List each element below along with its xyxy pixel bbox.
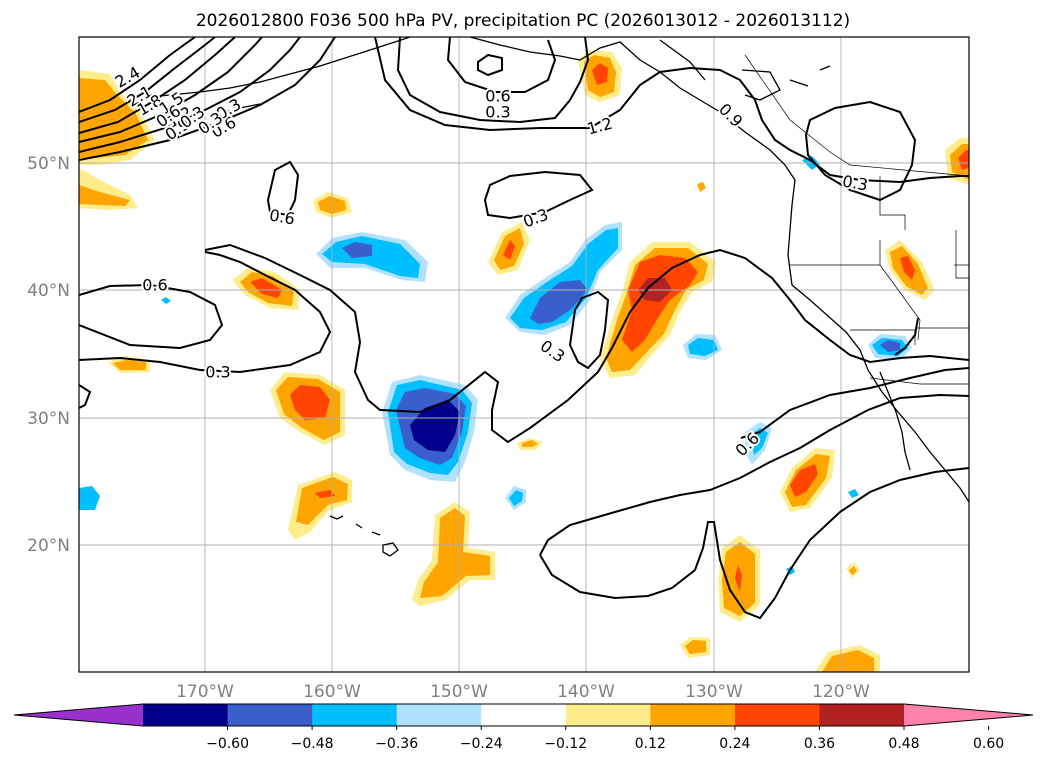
lon-label-160w: 160°W	[303, 682, 361, 702]
colorbar-segment	[143, 704, 229, 726]
precip-anomaly-153w-29n	[382, 375, 478, 482]
gridlines	[79, 37, 969, 672]
contour-label: 0.3	[485, 103, 510, 122]
pv-contours	[79, 37, 969, 620]
colorbar-tick-label: 0.24	[719, 736, 750, 752]
colorbar-segment	[481, 704, 567, 726]
colorbar-segment	[565, 704, 651, 726]
precip-anomaly-140w-north	[578, 50, 622, 102]
colorbar-tick-label: −0.12	[544, 736, 587, 752]
map-panel	[78, 36, 970, 673]
precip-anomaly-145w-28n	[517, 438, 542, 450]
precip-anomaly-134w-38n	[600, 242, 716, 378]
precip-anomaly-122w-10n	[815, 645, 880, 672]
lon-label-130w: 130°W	[685, 682, 743, 702]
precip-anomaly-116w-41n	[885, 240, 935, 300]
precip-anomaly-162w-23n	[288, 472, 352, 540]
colorbar: −0.60 −0.48 −0.36 −0.24 −0.12 0.12 0.24 0.36 0.4…	[13, 703, 1034, 752]
colorbar-tick-label: −0.48	[291, 736, 334, 752]
precip-anomaly-132w-35n	[683, 334, 722, 360]
lon-label-150w: 150°W	[430, 682, 488, 702]
colorbar-extend-low	[14, 704, 143, 726]
lat-label-30n: 30°N	[27, 409, 70, 429]
contour-label: 0.6	[485, 87, 510, 106]
precip-anomaly-128w-17n	[718, 535, 760, 622]
lat-label-20n: 20°N	[27, 536, 70, 556]
colorbar-tick-label: −0.36	[375, 736, 418, 752]
map-frame	[78, 36, 970, 673]
colorbar-tick-label: 0.60	[973, 736, 1004, 752]
contour-label: 0.3	[205, 363, 230, 382]
longitude-labels: 170°W 160°W 150°W 140°W 130°W 120°W	[176, 682, 870, 702]
precip-anomaly-150w-18n	[412, 502, 495, 606]
precip-anomaly-163w-32n	[270, 372, 345, 445]
colorbar-outline	[13, 703, 1034, 727]
precip-anomaly-123w-25n	[780, 448, 835, 512]
precip-anomaly-east-50n	[945, 138, 969, 185]
colorbar-tick-label: −0.24	[460, 736, 503, 752]
lon-label-120w: 120°W	[812, 682, 870, 702]
colorbar-extend-high	[904, 704, 1033, 726]
lat-label-40n: 40°N	[27, 281, 70, 301]
colorbar-tick-label: 0.12	[635, 736, 666, 752]
latitude-labels: 50°N 40°N 30°N 20°N	[27, 154, 70, 556]
precip-anomaly-158w-43n	[316, 232, 428, 282]
colorbar-segment	[227, 704, 313, 726]
precip-anomaly-147w-42n	[488, 222, 530, 275]
lon-label-140w: 140°W	[557, 682, 615, 702]
colorbar-segments	[14, 704, 1033, 726]
map-title: 2026012800 F036 500 hPa PV, precipitatio…	[196, 11, 850, 31]
colorbar-segment	[819, 704, 905, 726]
precip-anomaly-131w-12n	[680, 637, 710, 658]
lat-label-50n: 50°N	[27, 154, 70, 174]
colorbar-tick-label: 0.48	[888, 736, 919, 752]
colorbar-tick-label: −0.60	[206, 736, 249, 752]
precip-anomaly-141w-38n	[505, 222, 622, 335]
precip-anomaly-small-spots	[697, 182, 860, 578]
contour-label: 0.6	[268, 205, 296, 228]
contour-label: 0.6	[142, 276, 167, 295]
colorbar-segment	[650, 704, 736, 726]
precip-anomaly-165w-40n	[232, 268, 300, 310]
map-background	[79, 37, 969, 672]
precip-anomaly-160w-48n	[313, 192, 352, 218]
colorbar-tick-label: 0.36	[804, 736, 835, 752]
colorbar-ticks: −0.60 −0.48 −0.36 −0.24 −0.12 0.12 0.24 0.36 0.4…	[206, 726, 1004, 752]
colorbar-segment	[396, 704, 482, 726]
colorbar-segment	[734, 704, 820, 726]
lon-label-170w: 170°W	[176, 682, 234, 702]
colorbar-segment	[312, 704, 398, 726]
